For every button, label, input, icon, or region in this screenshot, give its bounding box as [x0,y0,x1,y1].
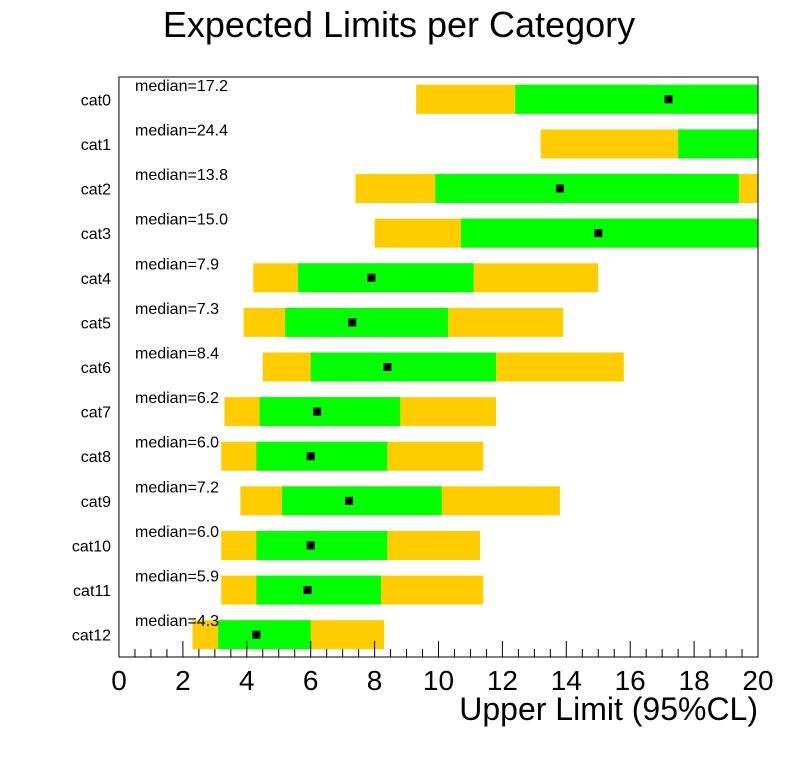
median-marker-cat11 [303,586,312,595]
x-tick-label: 2 [175,665,191,696]
x-tick-label: 0 [111,665,127,696]
median-label-cat7: median=6.2 [135,390,219,407]
category-label-cat6: cat6 [81,360,111,377]
median-marker-cat8 [306,452,315,461]
labels-layer: cat0 median=17.2 cat1 median=24.4 cat2 median… [72,78,228,645]
x-axis-label: Upper Limit (95%CL) [459,691,758,727]
band68-cat8 [256,441,388,471]
band68-cat3 [460,218,758,248]
median-label-cat5: median=7.3 [135,301,219,318]
median-markers-layer [252,95,673,639]
x-tick-label: 16 [615,665,646,696]
category-label-cat7: cat7 [81,405,111,422]
median-label-cat10: median=6.0 [135,524,219,541]
category-label-cat12: cat12 [72,628,111,645]
median-label-cat2: median=13.8 [135,167,228,184]
band68-cat6 [310,352,497,382]
median-marker-cat7 [313,407,322,416]
band68-cat9 [281,486,442,516]
median-marker-cat2 [555,184,564,193]
x-axis: 0 2 4 6 8 10 12 14 16 18 20 [111,641,774,696]
category-label-cat0: cat0 [81,92,111,109]
band68-cat7 [259,397,401,427]
x-tick-label: 18 [679,665,710,696]
x-tick-label: 4 [239,665,255,696]
x-tick-label: 14 [551,665,582,696]
chart-title: Expected Limits per Category [162,4,636,45]
band68-cat5 [285,307,449,337]
median-label-cat1: median=24.4 [135,122,228,139]
median-marker-cat4 [367,273,376,282]
band68-cat10 [256,530,388,560]
band68-cat0 [515,84,758,114]
band68-cat4 [297,263,474,293]
median-label-cat9: median=7.2 [135,479,219,496]
band68-cat2 [435,174,739,204]
median-marker-cat0 [664,95,673,104]
median-label-cat0: median=17.2 [135,78,228,95]
bands-layer [192,84,758,650]
category-label-cat10: cat10 [72,538,111,555]
category-label-cat11: cat11 [73,583,111,600]
band68-cat12 [218,620,311,650]
median-label-cat8: median=6.0 [135,435,219,452]
median-marker-cat3 [594,229,603,238]
x-tick-label: 10 [423,665,454,696]
category-label-cat2: cat2 [81,182,111,199]
band68-cat1 [678,129,758,159]
category-label-cat4: cat4 [81,271,111,288]
median-label-cat11: median=5.9 [135,569,219,586]
x-tick-label: 6 [303,665,319,696]
median-label-cat12: median=4.3 [135,613,219,630]
x-tick-label: 12 [487,665,518,696]
band68-cat11 [256,575,381,605]
category-label-cat3: cat3 [81,226,111,243]
x-tick-label: 20 [742,665,773,696]
x-tick-label: 8 [367,665,383,696]
median-marker-cat10 [306,541,315,550]
median-marker-cat5 [348,318,357,327]
median-marker-cat9 [345,496,354,505]
category-label-cat8: cat8 [81,449,111,466]
category-label-cat5: cat5 [81,315,111,332]
median-marker-cat6 [383,363,392,371]
category-label-cat1: cat1 [81,137,111,154]
median-label-cat4: median=7.9 [135,256,219,273]
category-label-cat9: cat9 [81,494,111,511]
median-label-cat3: median=15.0 [135,212,228,229]
median-label-cat6: median=8.4 [135,346,219,363]
median-marker-cat12 [252,630,261,639]
